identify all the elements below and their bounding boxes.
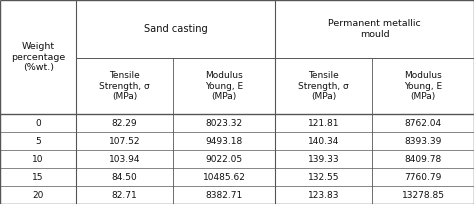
Text: 8393.39: 8393.39 — [404, 137, 442, 146]
Text: 123.83: 123.83 — [308, 191, 339, 200]
Text: Modulus
Young, E
(MPa): Modulus Young, E (MPa) — [205, 71, 243, 101]
Text: Modulus
Young, E
(MPa): Modulus Young, E (MPa) — [404, 71, 442, 101]
Text: 9022.05: 9022.05 — [206, 155, 243, 164]
Text: Sand casting: Sand casting — [144, 24, 208, 34]
Text: 7760.79: 7760.79 — [404, 173, 442, 182]
Text: 107.52: 107.52 — [109, 137, 140, 146]
Text: 132.55: 132.55 — [308, 173, 339, 182]
Text: 8762.04: 8762.04 — [404, 119, 442, 128]
Text: 8382.71: 8382.71 — [206, 191, 243, 200]
Text: 9493.18: 9493.18 — [206, 137, 243, 146]
Text: 10: 10 — [32, 155, 44, 164]
Text: 10485.62: 10485.62 — [203, 173, 246, 182]
Text: 139.33: 139.33 — [308, 155, 339, 164]
Text: 84.50: 84.50 — [112, 173, 137, 182]
Text: 15: 15 — [32, 173, 44, 182]
Text: Weight
percentage
(%wt.): Weight percentage (%wt.) — [11, 42, 65, 72]
Text: Tensile
Strength, σ
(MPa): Tensile Strength, σ (MPa) — [100, 71, 150, 101]
Text: 8409.78: 8409.78 — [404, 155, 442, 164]
Text: 8023.32: 8023.32 — [206, 119, 243, 128]
Text: 20: 20 — [32, 191, 44, 200]
Text: 82.29: 82.29 — [112, 119, 137, 128]
Text: 5: 5 — [35, 137, 41, 146]
Text: 13278.85: 13278.85 — [401, 191, 445, 200]
Text: 82.71: 82.71 — [112, 191, 137, 200]
Text: 0: 0 — [35, 119, 41, 128]
Text: 121.81: 121.81 — [308, 119, 339, 128]
Text: Tensile
Strength, σ
(MPa): Tensile Strength, σ (MPa) — [298, 71, 349, 101]
Text: Permanent metallic
mould: Permanent metallic mould — [328, 19, 421, 39]
Text: 103.94: 103.94 — [109, 155, 140, 164]
Text: 140.34: 140.34 — [308, 137, 339, 146]
